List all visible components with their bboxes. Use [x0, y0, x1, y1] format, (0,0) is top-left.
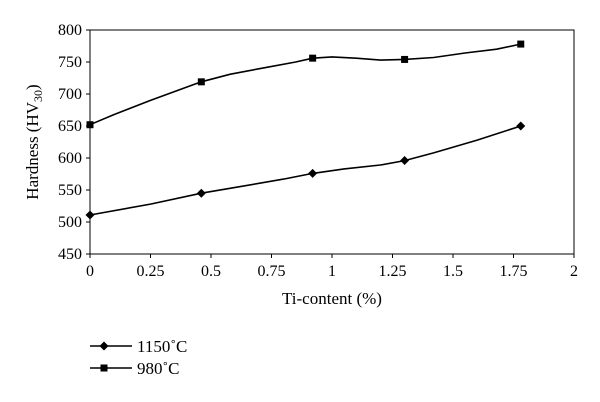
y-tick-label: 700 — [58, 86, 82, 103]
series-1 — [85, 121, 526, 220]
series-line — [89, 125, 522, 216]
legend-diamond-marker — [99, 341, 109, 351]
series-2 — [86, 40, 525, 129]
legend-square-marker — [100, 364, 108, 372]
y-tick-label: 600 — [58, 150, 82, 167]
legend-label: 1150˚C — [137, 337, 187, 356]
y-tick-label: 750 — [58, 54, 82, 71]
square-data-point — [309, 54, 317, 62]
y-tick-label: 500 — [58, 214, 82, 231]
x-tick-label: 0.75 — [258, 263, 286, 280]
y-axis-title: Hardness (HV30) — [23, 84, 45, 199]
diamond-data-point — [85, 210, 95, 220]
y-axis-title-close: ) — [23, 84, 42, 90]
x-axis-title: Ti-content (%) — [282, 289, 382, 308]
x-tick-label: 0 — [86, 263, 94, 280]
y-axis-title-main: Hardness (HV — [23, 101, 42, 199]
legend: 1150˚C 980˚C — [90, 337, 187, 378]
x-tick-label: 2 — [570, 263, 578, 280]
plot-area-frame — [89, 29, 575, 255]
y-axis-title-subscript: 30 — [31, 90, 45, 102]
x-tick-label: 1.25 — [379, 263, 407, 280]
y-axis-ticks: 450 500 550 600 650 700 750 800 — [58, 22, 90, 263]
diamond-data-point — [196, 188, 206, 198]
square-data-point — [197, 78, 205, 86]
legend-label: 980˚C — [137, 359, 180, 378]
x-axis-ticks: 0 0.25 0.5 0.75 1 1.25 1.5 1.75 2 — [86, 254, 578, 280]
y-tick-label: 800 — [58, 22, 82, 39]
diamond-data-point — [308, 168, 318, 178]
y-tick-label: 650 — [58, 118, 82, 135]
x-tick-label: 0.25 — [137, 263, 165, 280]
y-tick-label: 550 — [58, 182, 82, 199]
square-data-point — [517, 40, 525, 48]
square-data-point — [86, 121, 94, 129]
x-tick-label: 1.75 — [500, 263, 528, 280]
square-data-point — [401, 55, 409, 63]
series-layer — [85, 40, 526, 220]
x-tick-label: 1 — [328, 263, 336, 280]
y-tick-label: 450 — [58, 246, 82, 263]
diamond-data-point — [516, 121, 526, 131]
series-line — [89, 43, 521, 126]
x-tick-label: 1.5 — [443, 263, 463, 280]
x-tick-label: 0.5 — [201, 263, 221, 280]
diamond-data-point — [400, 156, 410, 166]
